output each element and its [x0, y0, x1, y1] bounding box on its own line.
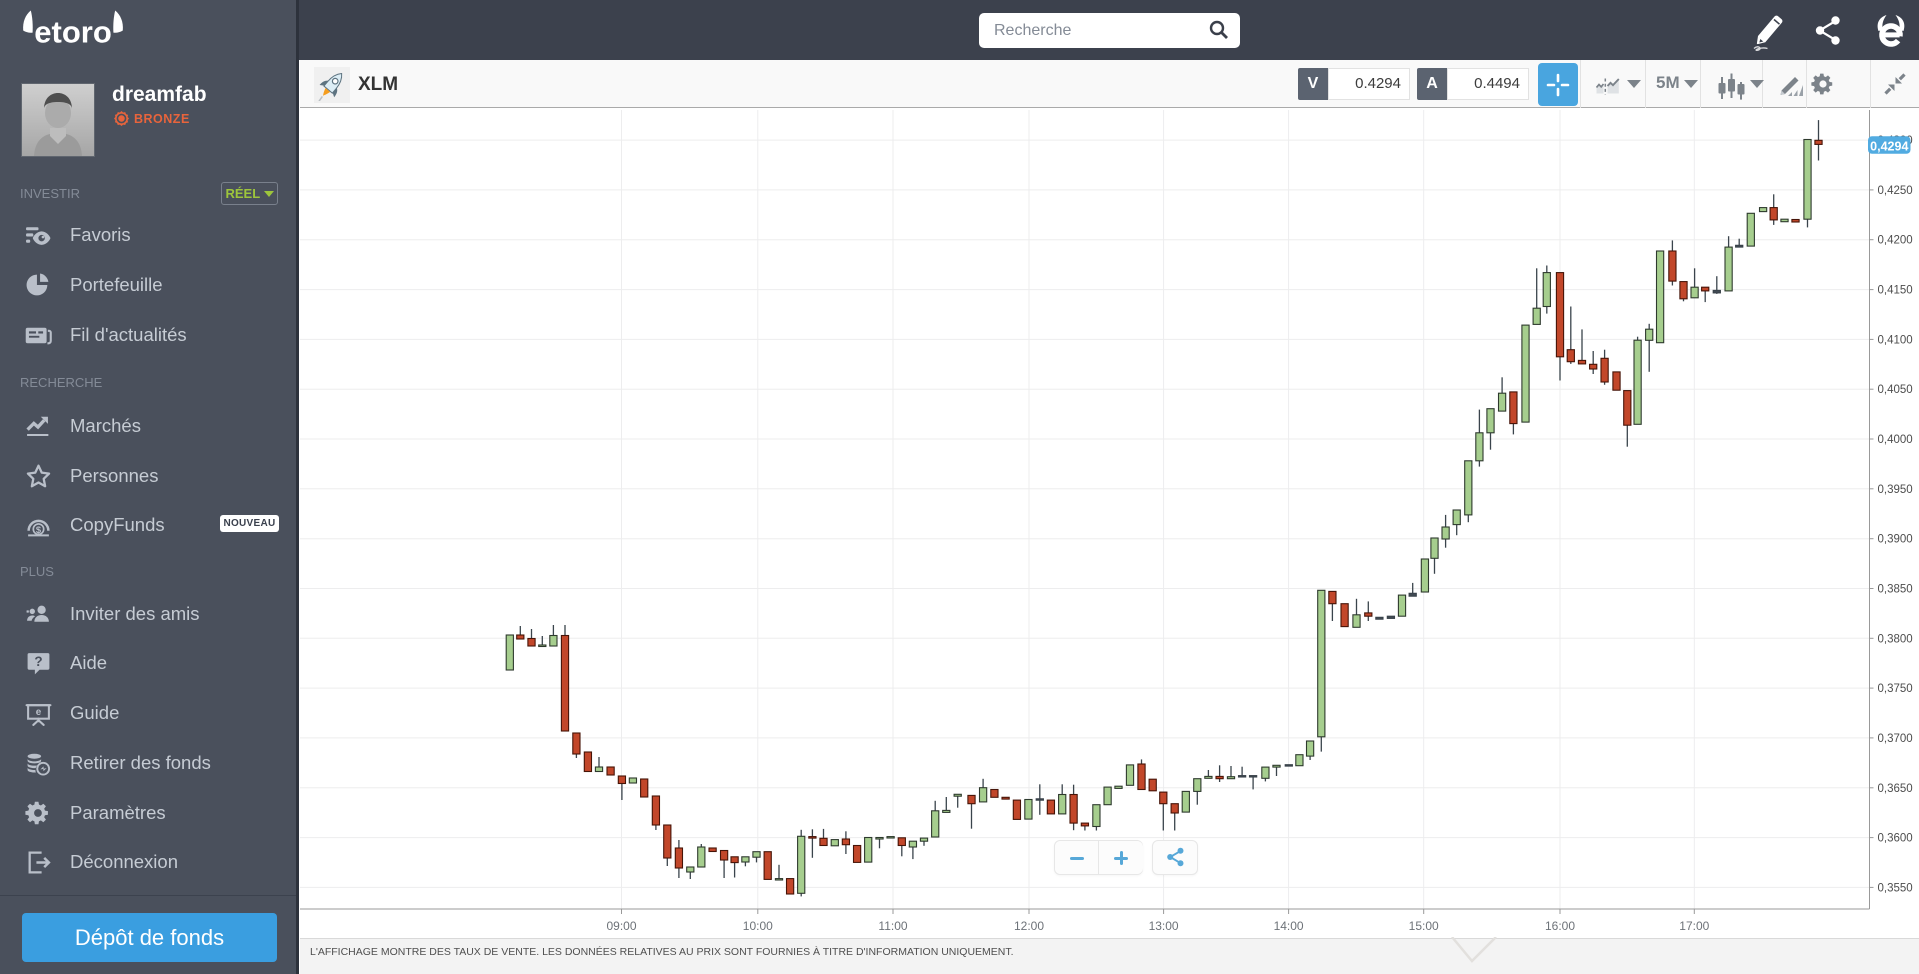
svg-text:09:00: 09:00	[606, 919, 636, 933]
svg-text:0,3650: 0,3650	[1878, 783, 1913, 795]
svg-text:0,4294: 0,4294	[1870, 139, 1908, 153]
svg-text:10:00: 10:00	[743, 919, 773, 933]
svg-text:0,4150: 0,4150	[1878, 285, 1913, 297]
svg-text:0,3550: 0,3550	[1878, 882, 1913, 894]
svg-text:e: e	[36, 707, 42, 718]
svg-text:0,4000: 0,4000	[1878, 434, 1913, 446]
svg-text:11:00: 11:00	[878, 919, 907, 933]
svg-text:0,3800: 0,3800	[1878, 633, 1913, 645]
svg-text:15:00: 15:00	[1409, 919, 1439, 933]
svg-text:0,4250: 0,4250	[1878, 185, 1913, 197]
svg-text:0,3850: 0,3850	[1878, 584, 1913, 596]
svg-text:0,4200: 0,4200	[1878, 235, 1913, 247]
svg-text:0,3600: 0,3600	[1878, 833, 1913, 845]
svg-text:$: $	[36, 525, 42, 535]
svg-text:12:00: 12:00	[1014, 919, 1044, 933]
svg-text:0,3750: 0,3750	[1878, 683, 1913, 695]
svg-text:16:00: 16:00	[1545, 919, 1575, 933]
svg-text:?: ?	[34, 654, 42, 669]
svg-text:13:00: 13:00	[1149, 919, 1179, 933]
svg-text:0,4050: 0,4050	[1878, 384, 1913, 396]
svg-text:0,3900: 0,3900	[1878, 534, 1913, 546]
svg-text:17:00: 17:00	[1679, 919, 1709, 933]
svg-text:14:00: 14:00	[1274, 919, 1304, 933]
svg-text:0,4100: 0,4100	[1878, 334, 1913, 346]
svg-text:0,3950: 0,3950	[1878, 484, 1913, 496]
svg-text:etoro: etoro	[34, 15, 112, 50]
svg-text:0,3700: 0,3700	[1878, 733, 1913, 745]
